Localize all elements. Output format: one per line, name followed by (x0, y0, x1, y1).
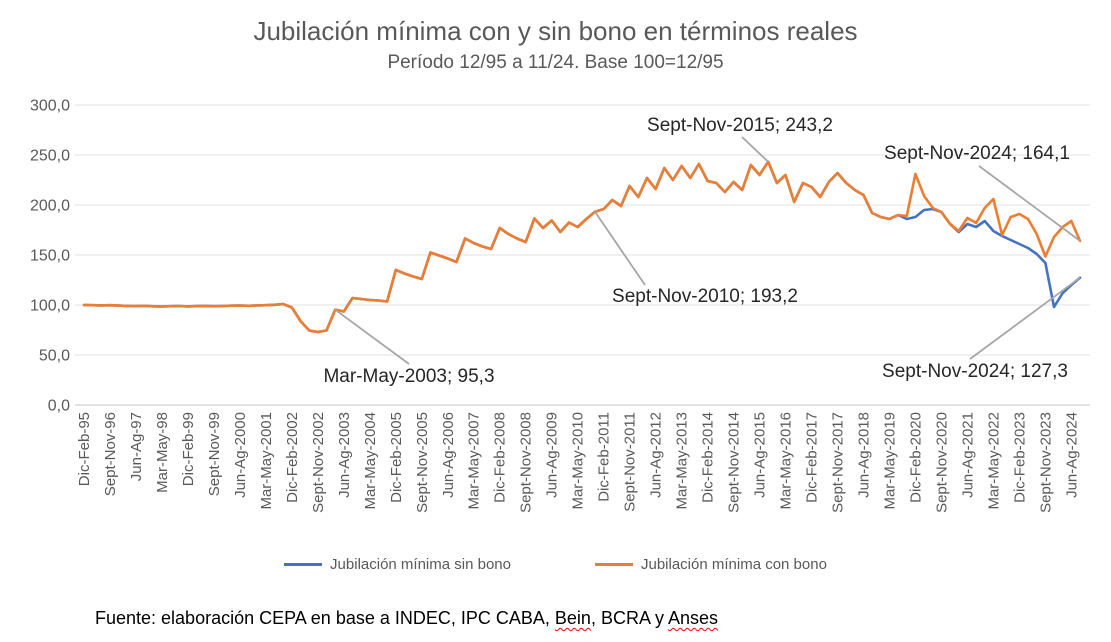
x-tick-label: Jun-Ag-2006 (440, 412, 457, 498)
legend-line-sample-sin-bono-icon (284, 563, 323, 566)
x-tick-label: Jun-Ag-97 (128, 412, 145, 481)
x-tick-label: Jun-Ag-2012 (648, 412, 665, 498)
x-tick-label: Sept-Nov-2020 (933, 412, 950, 513)
annotation-label: Mar-May-2003; 95,3 (323, 366, 494, 387)
legend-label-sin-bono: Jubilación mínima sin bono (330, 556, 511, 573)
x-tick-label: Sept-Nov-99 (206, 412, 223, 496)
x-tick-label: Jun-Ag-2018 (856, 412, 873, 498)
x-tick-label: Sept-Nov-2014 (726, 412, 743, 513)
y-tick-label: 50,0 (39, 348, 70, 365)
y-tick-label: 0,0 (48, 398, 70, 415)
annotation-leader-line (978, 165, 1081, 242)
x-tick-label: Dic-Feb-2020 (907, 412, 924, 503)
x-tick-label: Mar-May-2022 (985, 412, 1002, 510)
source-note-misspelled-word: Anses (667, 608, 718, 628)
chart-title: Jubilación mínima con y sin bono en térm… (253, 16, 858, 46)
x-tick-label: Sept-Nov-2005 (414, 412, 431, 513)
x-tick-label: Jun-Ag-2024 (1063, 412, 1080, 498)
y-tick-label: 150,0 (30, 248, 70, 265)
annotation-leader-line (334, 308, 410, 365)
x-tick-label: Jun-Ag-2009 (544, 412, 561, 498)
source-note-text: Fuente: elaboración CEPA en base a INDEC… (95, 608, 555, 628)
legend-item-con-bono: Jubilación mínima con bono (594, 556, 827, 573)
annotation-label: Sept-Nov-2024; 127,3 (882, 361, 1068, 382)
legend-item-sin-bono: Jubilación mínima sin bono (284, 556, 511, 573)
y-tick-label: 200,0 (30, 198, 70, 215)
x-tick-label: Dic-Feb-2014 (700, 412, 717, 503)
x-tick-label: Sept-Nov-2008 (518, 412, 535, 513)
x-tick-label: Mar-May-2010 (570, 412, 587, 510)
chart-subtitle: Período 12/95 a 11/24. Base 100=12/95 (387, 52, 724, 73)
x-tick-label: Dic-Feb-2011 (596, 412, 613, 502)
x-tick-label: Mar-May-2007 (466, 412, 483, 510)
x-tick-label: Sept-Nov-2002 (310, 412, 327, 513)
x-tick-label: Mar-May-98 (154, 412, 171, 493)
x-tick-label: Dic-Feb-2005 (388, 412, 405, 503)
x-tick-label: Mar-May-2016 (778, 412, 795, 510)
annotation-label: Sept-Nov-2010; 193,2 (612, 286, 798, 307)
x-tick-label: Jun-Ag-2000 (232, 412, 249, 498)
series-line-con_bono (82, 160, 1082, 334)
series-lines (82, 160, 1082, 334)
legend-line-sample-con-bono-icon (594, 563, 633, 566)
x-tick-label: Dic-Feb-2002 (284, 412, 301, 503)
annotation-leader-line (741, 136, 769, 163)
x-tick-label: Dic-Feb-95 (76, 412, 93, 486)
y-tick-label: 250,0 (30, 148, 70, 165)
x-axis-tick-labels: Dic-Feb-95 Sept-Nov-96 Jun-Ag-97 Mar-May-98… (76, 412, 1080, 513)
legend-label-con-bono: Jubilación mínima con bono (640, 556, 827, 573)
annotation-label: Sept-Nov-2024; 164,1 (884, 143, 1070, 164)
x-tick-label: Mar-May-2004 (362, 412, 379, 510)
x-tick-label: Jun-Ag-2015 (752, 412, 769, 498)
x-tick-label: Sept-Nov-2017 (830, 412, 847, 513)
x-tick-label: Sept-Nov-2011 (622, 412, 639, 512)
x-tick-label: Dic-Feb-2017 (804, 412, 821, 503)
x-tick-label: Jun-Ag-2021 (959, 412, 976, 498)
source-note-misspelled-word: Bein (554, 608, 591, 628)
source-note-text: , BCRA y (590, 608, 668, 628)
annotation-leader-line (594, 211, 646, 286)
x-tick-label: Mar-May-2001 (258, 412, 275, 510)
x-tick-label: Sept-Nov-96 (102, 412, 119, 496)
annotation-label: Sept-Nov-2015; 243,2 (647, 115, 833, 136)
x-tick-label: Jun-Ag-2003 (336, 412, 353, 498)
source-note: Fuente: elaboración CEPA en base a INDEC… (95, 608, 718, 629)
x-tick-label: Mar-May-2019 (882, 412, 899, 510)
y-tick-label: 100,0 (30, 298, 70, 315)
x-tick-label: Sept-Nov-2023 (1037, 412, 1054, 513)
x-tick-label: Dic-Feb-2023 (1011, 412, 1028, 503)
chart-legend: Jubilación mínima sin bono Jubilación mí… (0, 556, 1111, 573)
x-tick-label: Dic-Feb-2008 (492, 412, 509, 503)
x-tick-label: Mar-May-2013 (674, 412, 691, 510)
annotation-leader-line (969, 276, 1081, 360)
y-axis-tick-labels: 0,0 50,0 100,0 150,0 200,0 250,0 300,0 (30, 98, 70, 415)
x-tick-label: Dic-Feb-99 (180, 412, 197, 486)
annotations: Sept-Nov-2015; 243,2 Sept-Nov-2024; 164,1… (323, 115, 1081, 387)
y-tick-label: 300,0 (30, 98, 70, 115)
